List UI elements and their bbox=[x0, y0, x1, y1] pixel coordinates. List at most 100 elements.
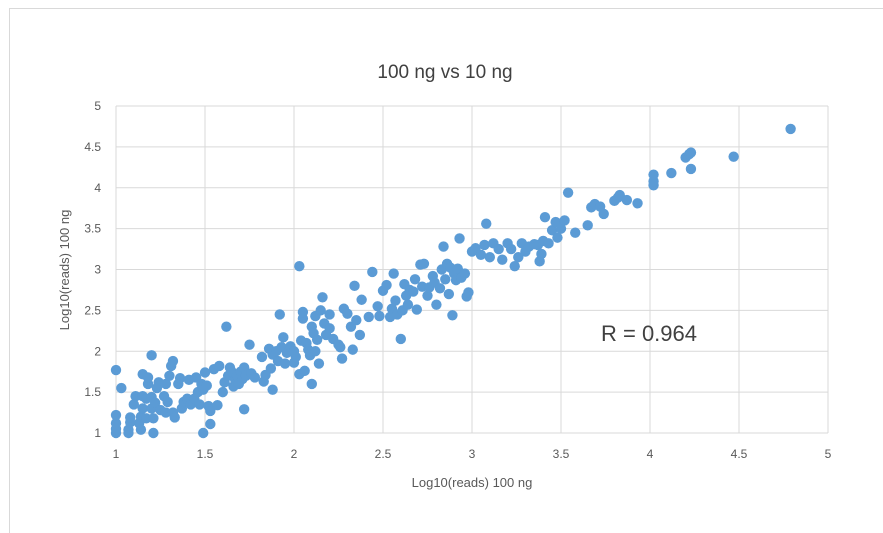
data-point bbox=[244, 339, 255, 350]
x-tick-label: 2 bbox=[291, 447, 298, 461]
data-point bbox=[238, 362, 250, 373]
data-point bbox=[167, 355, 179, 367]
data-point bbox=[194, 399, 205, 410]
data-point bbox=[381, 279, 392, 291]
data-point bbox=[128, 399, 139, 410]
x-tick-label: 3 bbox=[469, 447, 476, 461]
x-tick-label: 5 bbox=[825, 447, 832, 461]
data-point bbox=[372, 301, 383, 312]
y-tick-label: 4.5 bbox=[84, 140, 101, 154]
data-point bbox=[238, 404, 250, 415]
data-point bbox=[199, 367, 211, 378]
x-tick-label: 4 bbox=[647, 447, 654, 461]
data-point bbox=[160, 407, 172, 418]
data-point bbox=[249, 372, 261, 383]
x-tick-label: 3.5 bbox=[553, 447, 570, 461]
data-point bbox=[205, 405, 216, 417]
data-point bbox=[546, 225, 558, 236]
x-tick-labels: 1 1.5 2 2.5 3 3.5 4 4.5 5 bbox=[113, 447, 832, 461]
data-point bbox=[513, 252, 524, 263]
data-point bbox=[265, 363, 277, 374]
data-point bbox=[388, 268, 399, 279]
data-point bbox=[299, 365, 310, 377]
data-point bbox=[347, 344, 358, 355]
data-point bbox=[666, 167, 677, 179]
data-point bbox=[205, 418, 216, 430]
data-point bbox=[582, 220, 593, 231]
data-point bbox=[728, 151, 739, 162]
data-point bbox=[294, 261, 305, 272]
data-point bbox=[169, 412, 180, 423]
data-point bbox=[562, 187, 574, 198]
data-point bbox=[409, 274, 421, 285]
data-point bbox=[221, 321, 232, 332]
data-point bbox=[481, 218, 492, 229]
data-point bbox=[493, 243, 504, 255]
data-point bbox=[290, 351, 301, 363]
data-point bbox=[315, 305, 326, 316]
data-point bbox=[621, 194, 633, 206]
data-point bbox=[313, 358, 325, 369]
data-point bbox=[267, 384, 278, 395]
data-point bbox=[148, 427, 159, 439]
data-point bbox=[440, 274, 451, 285]
y-tick-label: 5 bbox=[94, 99, 101, 113]
data-point bbox=[598, 208, 609, 220]
data-point bbox=[317, 292, 328, 303]
data-point bbox=[116, 382, 127, 394]
data-point bbox=[438, 241, 449, 252]
y-tick-labels: 1 1.5 2 2.5 3 3.5 4 4.5 5 bbox=[84, 99, 101, 440]
y-tick-label: 1.5 bbox=[84, 385, 101, 399]
x-tick-label: 2.5 bbox=[375, 447, 392, 461]
data-point bbox=[212, 400, 223, 411]
data-point bbox=[324, 323, 335, 334]
data-point bbox=[351, 314, 362, 326]
data-point bbox=[311, 334, 323, 346]
data-point bbox=[336, 353, 348, 364]
data-point bbox=[278, 332, 289, 343]
x-tick-label: 1 bbox=[113, 447, 120, 461]
data-point bbox=[447, 310, 458, 321]
data-point bbox=[443, 288, 455, 300]
data-point bbox=[310, 346, 321, 357]
gridlines bbox=[115, 105, 829, 434]
data-point bbox=[536, 248, 547, 260]
data-point bbox=[785, 123, 796, 135]
data-point bbox=[418, 258, 430, 269]
data-point bbox=[274, 309, 285, 320]
data-point bbox=[570, 227, 581, 238]
y-tick-label: 3.5 bbox=[84, 222, 101, 236]
data-point bbox=[297, 306, 309, 318]
data-point bbox=[402, 299, 414, 310]
data-point bbox=[149, 397, 161, 408]
data-point bbox=[484, 252, 495, 263]
data-point bbox=[279, 358, 291, 369]
data-point bbox=[125, 412, 136, 423]
data-point bbox=[110, 409, 122, 421]
data-point bbox=[142, 372, 154, 383]
y-axis-label: Log10(reads) 100 ng bbox=[57, 210, 72, 331]
data-point bbox=[174, 373, 186, 384]
data-point bbox=[543, 238, 554, 249]
data-point bbox=[552, 232, 563, 243]
data-point bbox=[146, 350, 157, 361]
data-point bbox=[685, 163, 697, 175]
data-point bbox=[459, 268, 471, 279]
data-point bbox=[130, 391, 141, 402]
r-value-annotation: R = 0.964 bbox=[601, 321, 697, 346]
data-point bbox=[201, 380, 212, 391]
data-point bbox=[342, 308, 353, 319]
chart-title: 100 ng vs 10 ng bbox=[377, 62, 512, 83]
data-point bbox=[137, 403, 148, 414]
y-tick-label: 3 bbox=[94, 263, 101, 277]
data-point bbox=[505, 243, 517, 255]
data-point bbox=[422, 290, 433, 301]
data-point bbox=[324, 309, 335, 320]
data-point bbox=[431, 299, 442, 310]
data-point bbox=[367, 266, 378, 278]
data-point bbox=[160, 378, 172, 390]
data-point bbox=[555, 223, 567, 234]
data-point bbox=[217, 386, 228, 398]
data-point bbox=[395, 333, 406, 345]
